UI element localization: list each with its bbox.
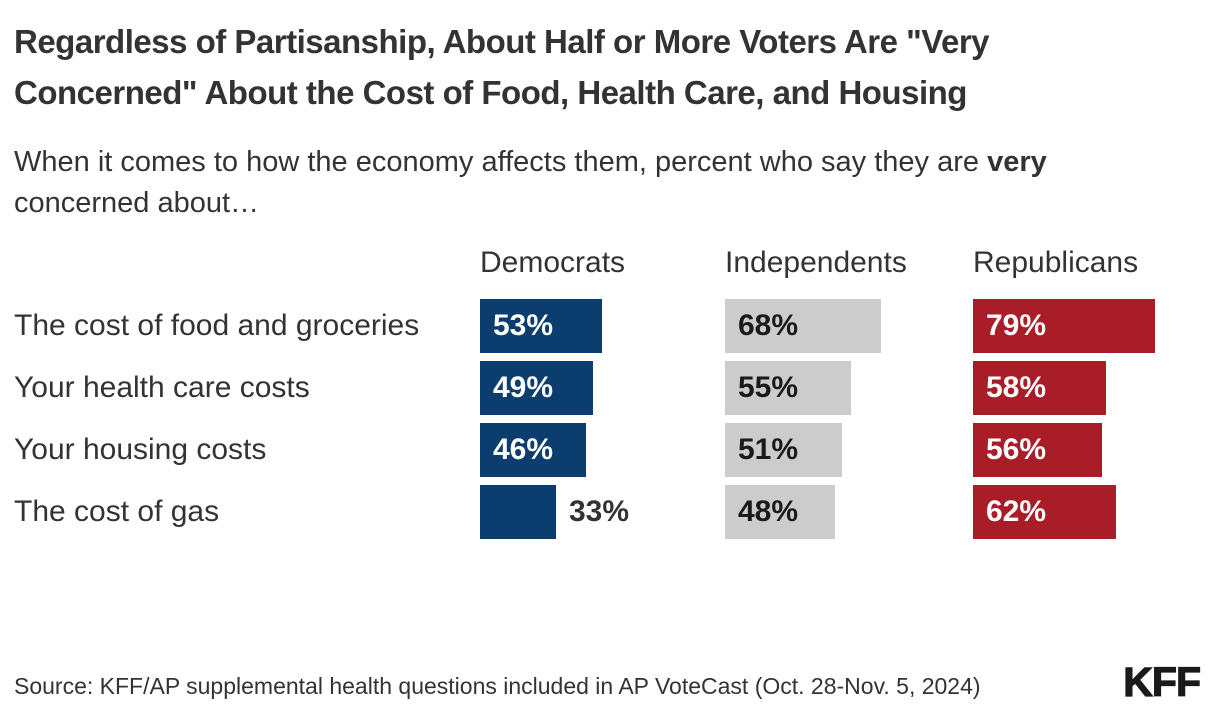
chart-title: Regardless of Partisanship, About Half o…	[14, 23, 990, 111]
column-header-republicans: Republicans	[973, 246, 1139, 279]
chart-subtitle: When it comes to how the economy affects…	[14, 142, 1084, 224]
bar-democrats: 46%	[480, 423, 586, 477]
value-label: 49%	[493, 371, 554, 404]
bar-chart: Democrats Independents Republicans The c…	[14, 246, 1200, 543]
bar-independents: 68%	[725, 299, 881, 353]
bar-democrats: 53%	[480, 299, 602, 353]
value-label: 62%	[986, 495, 1047, 528]
bar-independents: 55%	[725, 361, 851, 415]
value-label: 51%	[738, 433, 799, 466]
bar-independents: 51%	[725, 423, 842, 477]
column-header-independents: Independents	[725, 246, 907, 279]
category-label: The cost of food and groceries	[14, 309, 420, 342]
source-text: Source: KFF/AP supplemental health quest…	[14, 673, 981, 699]
value-label: 46%	[493, 433, 554, 466]
bar-republicans: 62%	[973, 485, 1116, 539]
bar-democrats: 33%	[480, 485, 629, 539]
column-header-row: Democrats Independents Republicans	[14, 246, 1200, 279]
value-label: 56%	[986, 433, 1047, 466]
value-label: 55%	[738, 371, 799, 404]
chart-row: The cost of gas 33% 48% 62%	[14, 481, 1200, 543]
chart-row: Your housing costs 46% 51% 56%	[14, 419, 1200, 481]
value-label: 79%	[986, 309, 1047, 342]
value-label: 48%	[738, 495, 799, 528]
bar-republicans: 79%	[973, 299, 1155, 353]
bar-independents: 48%	[725, 485, 835, 539]
bar-democrats: 49%	[480, 361, 593, 415]
chart-row: Your health care costs 49% 55% 58%	[14, 357, 1200, 419]
bar-republicans: 56%	[973, 423, 1102, 477]
subtitle-part2: concerned about…	[14, 187, 260, 219]
category-label: Your housing costs	[14, 433, 267, 466]
value-label: 58%	[986, 371, 1047, 404]
value-label: 68%	[738, 309, 799, 342]
column-header-democrats: Democrats	[480, 246, 626, 279]
value-label: 53%	[493, 309, 554, 342]
value-label: 33%	[569, 495, 630, 528]
chart-row: The cost of food and groceries 53% 68% 7…	[14, 295, 1200, 357]
kff-logo: KFF	[1123, 658, 1202, 705]
category-label: The cost of gas	[14, 495, 220, 528]
bar-republicans: 58%	[973, 361, 1106, 415]
category-label: Your health care costs	[14, 371, 310, 404]
subtitle-bold-word: very	[987, 146, 1047, 178]
subtitle-part1: When it comes to how the economy affects…	[14, 146, 988, 178]
